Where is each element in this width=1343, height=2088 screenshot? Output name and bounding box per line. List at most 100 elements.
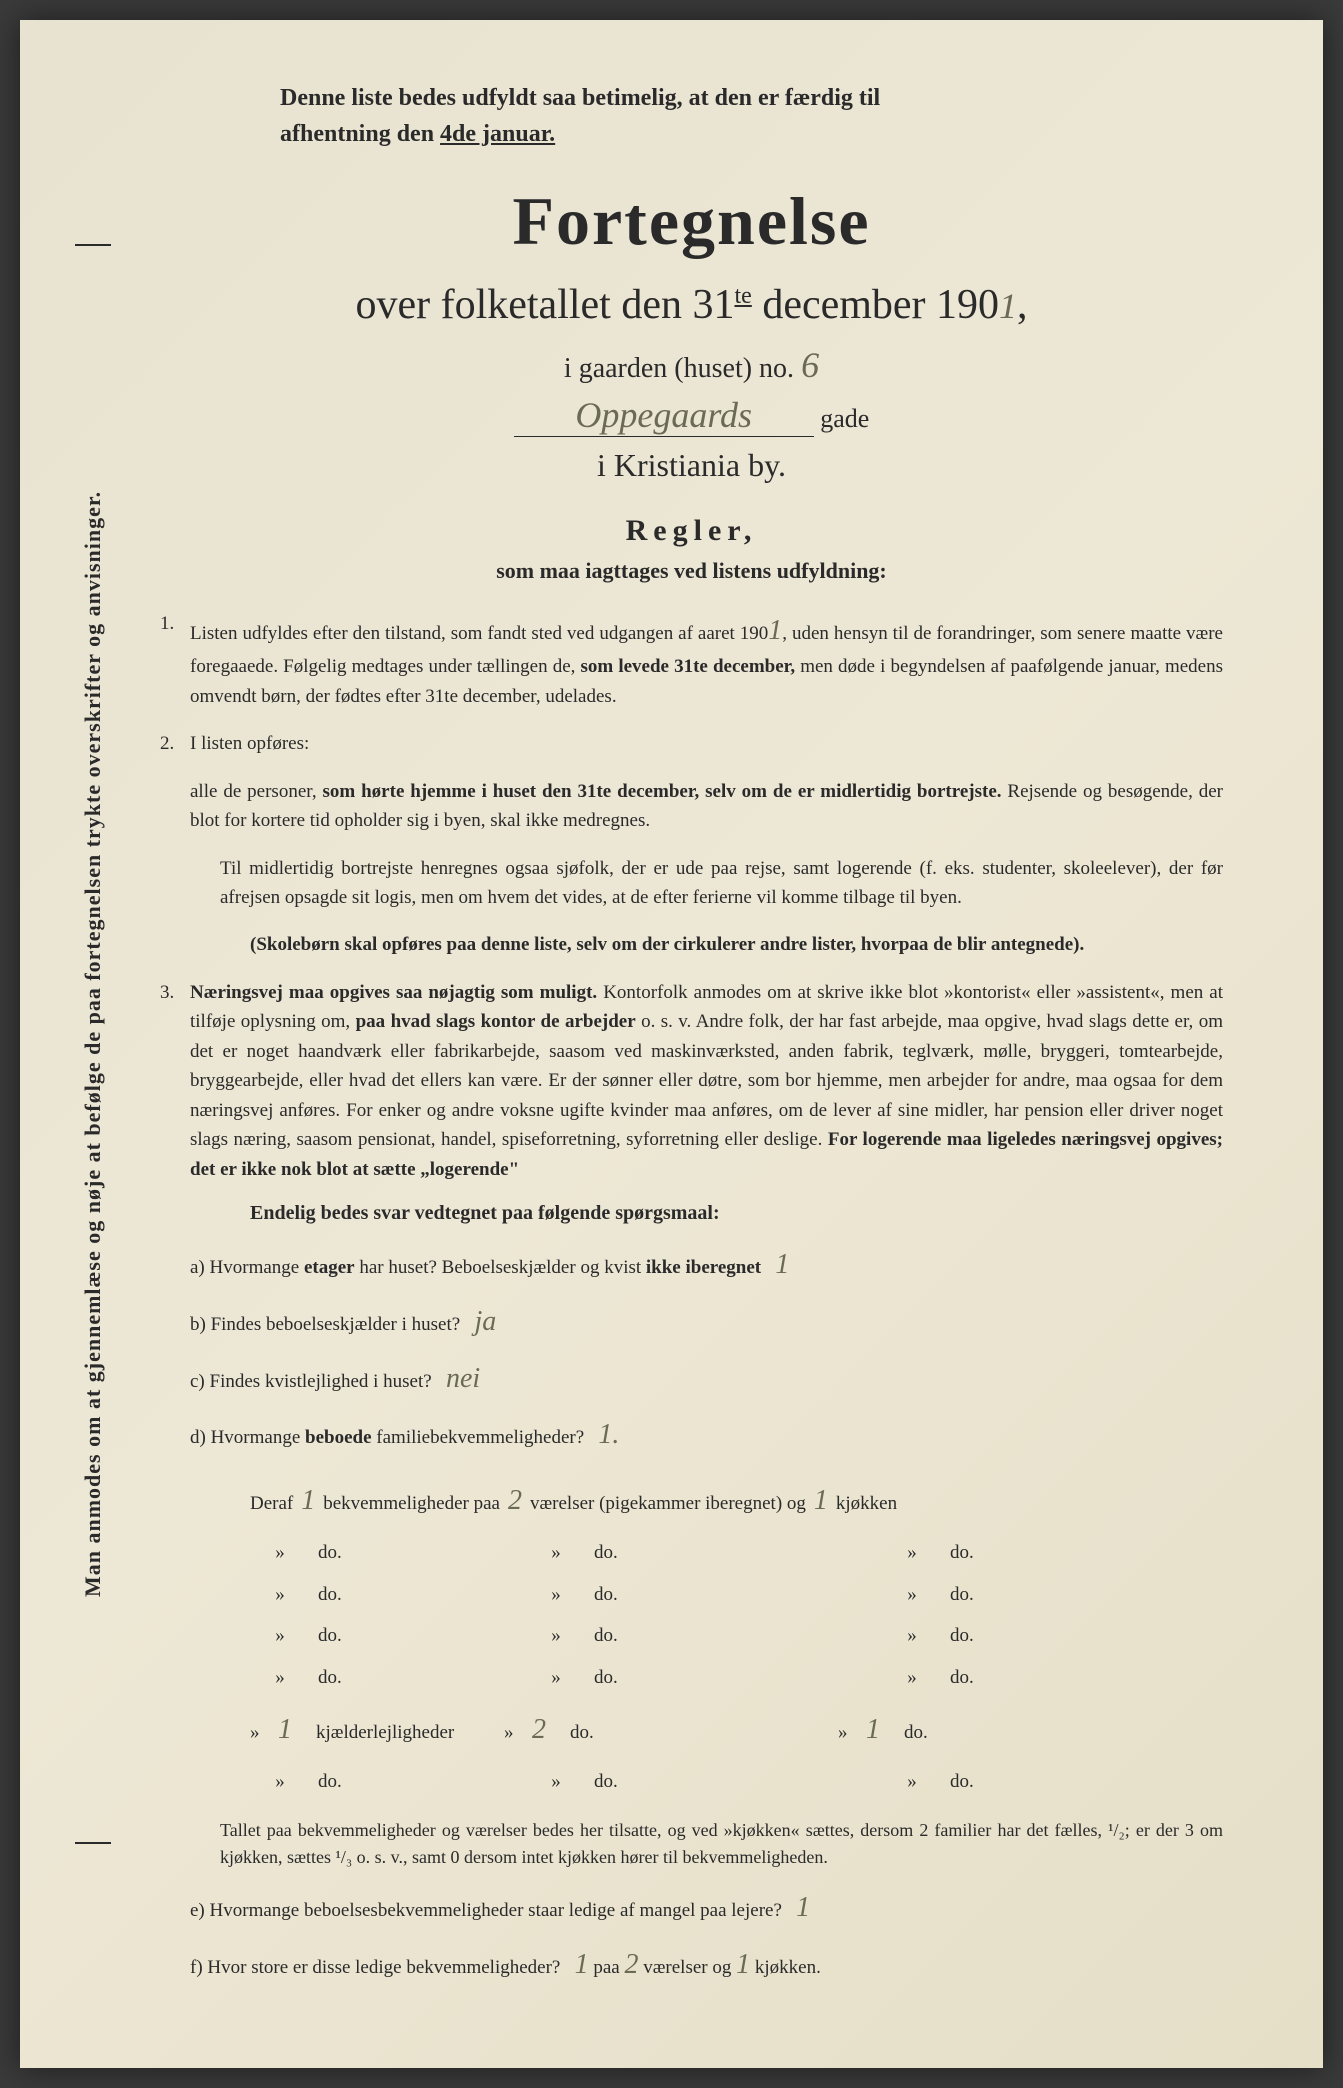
deraf-text-a: Deraf (250, 1483, 293, 1525)
do-c1: » (250, 1532, 310, 1574)
do-row: » do. » do. » do. (250, 1615, 1223, 1657)
do-c4: do. (594, 1532, 874, 1574)
rule-2-intro-text: I listen opføres: (190, 733, 309, 754)
kjaelder-row: » 1 kjælderlejligheder » 2 do. » 1 do. (250, 1699, 1223, 1761)
qc-text: Findes kvistlejlighed i huset? (210, 1371, 432, 1392)
do-c1: » (250, 1574, 310, 1616)
qe-answer-hw: 1 (796, 1892, 810, 1923)
question-e: e) Hvormange beboelsesbekvemmeligheder s… (160, 1886, 1223, 1931)
qf-text-c: værelser og (643, 1957, 736, 1978)
rule-2-para-a: alle de personer, (190, 781, 322, 802)
do-c3: » (526, 1761, 586, 1803)
header-note-line1: Denne liste bedes udfyldt saa betimelig,… (280, 85, 880, 111)
do-c5: » (882, 1761, 942, 1803)
qc-answer-hw: nei (446, 1363, 480, 1394)
qd-text-b: familiebekvemmeligheder? (372, 1427, 585, 1448)
qc-label: c) (190, 1371, 205, 1392)
do-c3: » (526, 1574, 586, 1616)
qd-bold: beboede (305, 1427, 372, 1448)
qa-text-b: har huset? Beboelseskjælder og kvist (355, 1257, 646, 1278)
qf-label: f) (190, 1957, 203, 1978)
deraf-hw1: 1 (301, 1470, 315, 1532)
endelig-title: Endelig bedes svar vedtegnet paa følgend… (160, 1202, 1223, 1225)
do-row: » do. » do. » do. (250, 1574, 1223, 1616)
question-c: c) Findes kvistlejlighed i huset? nei (160, 1357, 1223, 1402)
rule-2-intro: 2. I listen opføres: (160, 729, 1223, 758)
do-c4: do. (594, 1574, 874, 1616)
question-b: b) Findes beboelseskjælder i huset? ja (160, 1300, 1223, 1345)
kjaelder-do2: do. (904, 1712, 928, 1754)
qa-bold: etager (304, 1257, 355, 1278)
kjaelder-hw2: 2 (532, 1699, 562, 1761)
qe-text: Hvormange beboelsesbekvemmeligheder staa… (210, 1900, 782, 1921)
question-a: a) Hvormange etager har huset? Beboelses… (160, 1243, 1223, 1288)
do-c1: » (250, 1657, 310, 1699)
title-subtitle: over folketallet den 31te december 1901, (160, 281, 1223, 329)
qa-bold2: ikke iberegnet (646, 1257, 761, 1278)
gaarden-number-handwritten: 6 (801, 345, 819, 385)
street-name-handwritten: Oppegaards (575, 395, 752, 435)
do-c1: » (250, 1615, 310, 1657)
rule-3-number: 3. (160, 978, 174, 1007)
rule-1-number: 1. (160, 609, 174, 638)
rule-1-text-a: Listen udfyldes efter den tilstand, som … (190, 623, 768, 644)
qf-text-d: kjøkken. (755, 1957, 821, 1978)
question-d: d) Hvormange beboede familiebekvemmeligh… (160, 1413, 1223, 1458)
do-c5: » (882, 1615, 942, 1657)
qf-text-b: paa (593, 1957, 624, 1978)
do-c2: do. (318, 1615, 518, 1657)
qe-label: e) (190, 1900, 205, 1921)
do-c2: do. (318, 1657, 518, 1699)
kjaelder-hw3: 1 (866, 1699, 896, 1761)
rule-1-bold: som levede 31te december, (581, 656, 796, 677)
do-c5: » (882, 1532, 942, 1574)
title-main: Fortegnelse (160, 182, 1223, 261)
qd-label: d) (190, 1427, 206, 1448)
do-c3: » (526, 1532, 586, 1574)
qf-text-a: Hvor store er disse ledige bekvemmelighe… (207, 1957, 560, 1978)
rule-1: 1. Listen udfyldes efter den tilstand, s… (160, 609, 1223, 711)
do-c5: » (882, 1657, 942, 1699)
qd-text-a: Hvormange (211, 1427, 305, 1448)
do-c2: do. (318, 1532, 518, 1574)
do-c3: » (526, 1657, 586, 1699)
qf-hw2: 2 (625, 1949, 639, 1980)
title-sub-sup: te (734, 283, 751, 309)
qa-text-a: Hvormange (210, 1257, 304, 1278)
do-c6: do. (950, 1761, 974, 1803)
header-note-line2-prefix: afhentning den (280, 121, 440, 147)
city-line: i Kristiania by. (160, 447, 1223, 484)
deraf-text-b: bekvemmeligheder paa (323, 1483, 500, 1525)
do-row: » do. » do. » do. (250, 1657, 1223, 1699)
deraf-text-d: kjøkken (836, 1483, 897, 1525)
qa-answer-hw: 1 (775, 1249, 789, 1280)
deraf-hw3: 1 (814, 1470, 828, 1532)
rule-1-year-hw: 1 (768, 615, 782, 646)
kjaelder-do: do. (570, 1712, 830, 1754)
do-c6: do. (950, 1657, 974, 1699)
do-c6: do. (950, 1532, 974, 1574)
do-c3: » (526, 1615, 586, 1657)
do-c2: do. (318, 1574, 518, 1616)
qf-hw1: 1 (575, 1949, 589, 1980)
year-handwritten: 1 (999, 286, 1017, 326)
gade-suffix: gade (820, 404, 869, 433)
do-c6: do. (950, 1574, 974, 1616)
regler-title: Regler, (160, 514, 1223, 548)
margin-vertical-text: Man anmodes om at gjennemlæse og nøje at… (75, 244, 111, 1844)
qb-label: b) (190, 1314, 206, 1335)
title-sub-prefix: over folketallet den 31 (355, 282, 734, 328)
gade-line: Oppegaards gade (160, 394, 1223, 437)
do-c4: do. (594, 1657, 874, 1699)
rule-3: 3. Næringsvej maa opgives saa nøjagtig s… (160, 978, 1223, 1184)
deraf-row: Deraf 1 bekvemmeligheder paa 2 værelser … (250, 1470, 1223, 1532)
rule-2-para-bold: som hørte hjemme i huset den 31te decemb… (322, 781, 1001, 802)
do-row-last: » do. » do. » do. (250, 1761, 1223, 1803)
kjaelder-hw1: 1 (278, 1699, 308, 1761)
do-c4: do. (594, 1615, 874, 1657)
do-row: » do. » do. » do. (250, 1532, 1223, 1574)
qf-hw3: 1 (736, 1949, 750, 1980)
do-c4: do. (594, 1761, 874, 1803)
deraf-table: Deraf 1 bekvemmeligheder paa 2 værelser … (160, 1470, 1223, 1802)
rule-2-para1: alle de personer, som hørte hjemme i hus… (160, 777, 1223, 836)
